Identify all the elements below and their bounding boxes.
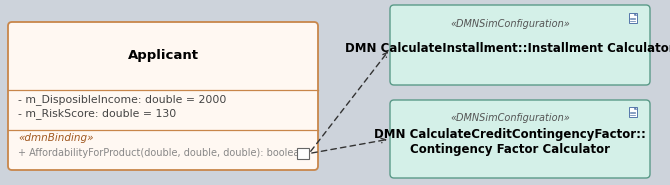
Text: - m_DisposibleIncome: double = 2000: - m_DisposibleIncome: double = 2000 [18,95,226,105]
Polygon shape [634,107,636,109]
Text: «DMNSimConfiguration»: «DMNSimConfiguration» [450,113,570,123]
FancyBboxPatch shape [390,100,650,178]
Text: «DMNSimConfiguration»: «DMNSimConfiguration» [450,19,570,29]
Text: «dmnBinding»: «dmnBinding» [18,133,94,143]
Bar [629,107,636,117]
FancyBboxPatch shape [390,5,650,85]
Text: Applicant: Applicant [127,50,198,63]
FancyBboxPatch shape [8,22,318,170]
Bar [297,148,309,159]
Bar [629,13,636,23]
Polygon shape [634,13,636,15]
Text: DMN CalculateInstallment::Installment Calculator: DMN CalculateInstallment::Installment Ca… [345,41,670,55]
Text: + AffordabilityForProduct(double, double, double): boolean: + AffordabilityForProduct(double, double… [18,148,306,158]
Text: - m_RiskScore: double = 130: - m_RiskScore: double = 130 [18,109,176,120]
Text: DMN CalculateCreditContingencyFactor::
Contingency Factor Calculator: DMN CalculateCreditContingencyFactor:: C… [374,128,646,156]
